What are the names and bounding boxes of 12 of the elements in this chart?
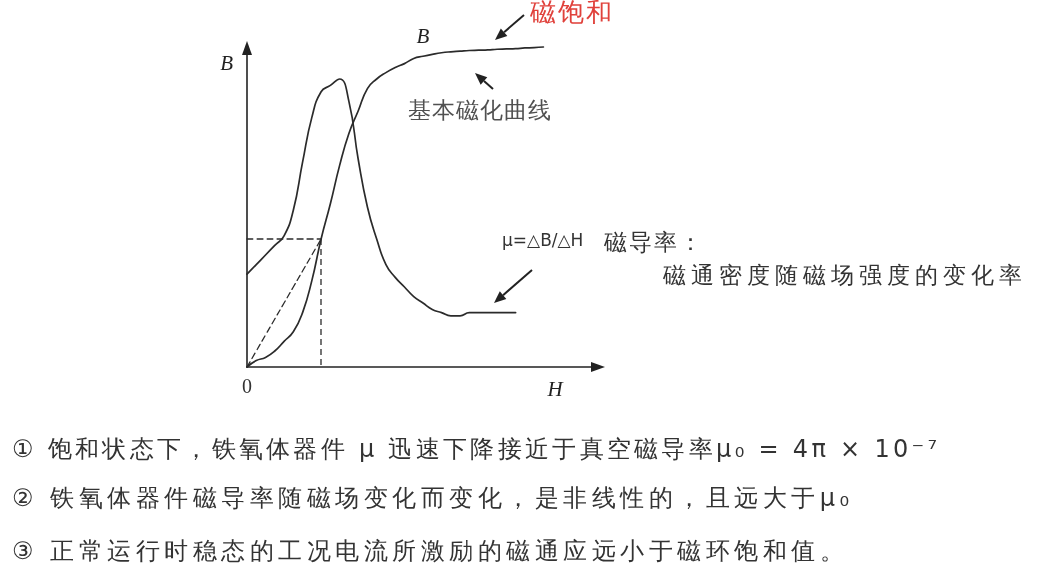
x-axis-title: H	[546, 376, 565, 401]
y-axis-title: B	[220, 51, 234, 75]
text: ③ 正常运行时稳态的工况电流所激励的磁通应远小于磁环饱和值。	[12, 537, 849, 566]
series-label: B	[416, 24, 430, 49]
text: ① 饱和状态下，铁氧体器件 μ 迅速下降接近于真空磁导率μ₀ = 4π × 10⁻⁷	[12, 435, 941, 464]
text: 磁饱和	[530, 0, 614, 28]
text: ② 铁氧体器件磁导率随磁场变化而变化，是非线性的，且远大于μ₀	[12, 484, 854, 513]
annotation: μ=△B/△H	[502, 230, 584, 251]
text: 磁通密度随磁场强度的变化率	[663, 262, 1027, 289]
text: 磁导率：	[604, 229, 704, 256]
annotation: 基本磁化曲线	[408, 97, 552, 124]
text: 0	[242, 375, 252, 398]
